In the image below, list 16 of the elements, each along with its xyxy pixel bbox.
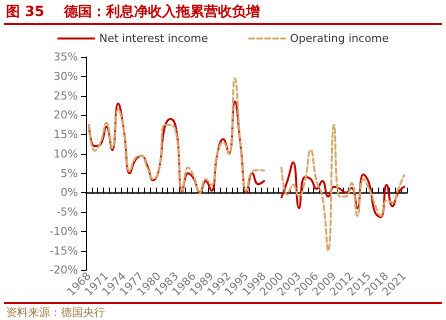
y-tick-label: 20% [54,108,78,122]
y-tick-label: -20% [50,264,78,277]
y-tick-label: -10% [50,224,78,238]
legend-label: Net interest income [99,32,208,45]
y-tick-label: -5% [56,206,78,219]
chart-title: 图 35 德国：利息净收入拖累营收负增 [6,3,260,21]
y-tick-label: -15% [50,244,78,258]
legend-label: Operating income [290,32,390,45]
text: 资料来源：德国央行 [6,305,105,320]
y-tick-label: 25% [54,89,78,102]
y-tick-label: 15% [54,128,78,142]
y-tick-label: 35% [54,50,78,64]
y-tick-label: 0% [60,186,78,200]
y-tick-label: 10% [54,147,78,160]
y-tick-label: 5% [60,166,78,180]
y-tick-label: 30% [54,70,78,83]
